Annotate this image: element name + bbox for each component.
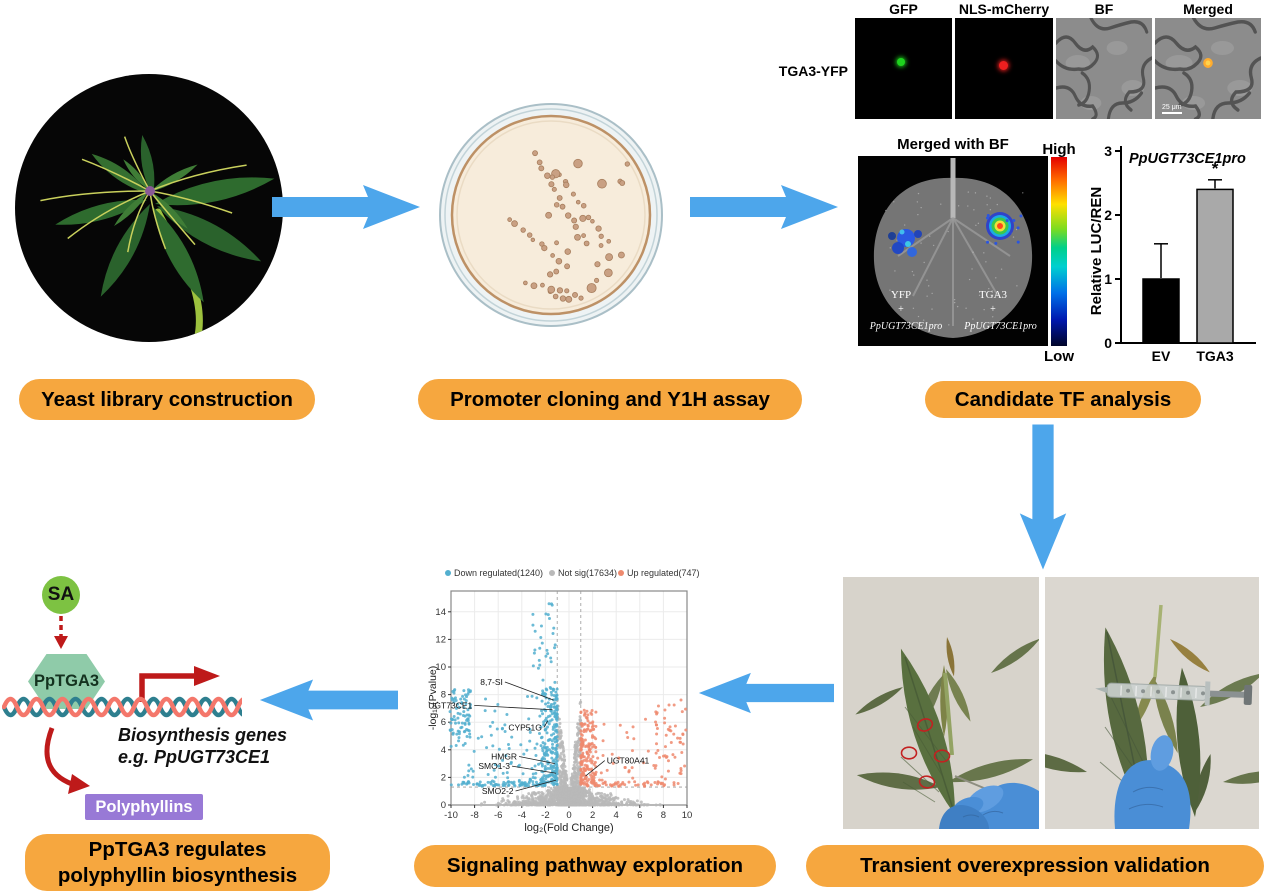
panel-title-nls-mcherry: NLS-mCherry [958, 1, 1050, 17]
merged-cell-texture [1155, 18, 1261, 119]
volcano-plot: -10 -8 -6 -4 -2 0 2 4 6 8 10 0 2 4 6 8 10 12 14 log₂(Fold C… [428, 568, 700, 834]
gfp-panel [855, 18, 952, 119]
svg-text:Down regulated(1240): Down regulated(1240) [454, 568, 543, 578]
construct-left-name: YFP [890, 289, 912, 301]
stage-label-promoter-y1h: Promoter cloning and Y1H assay [418, 379, 802, 420]
biosynthesis-genes-text: Biosynthesis genes e.g. PpUGT73CE1 [118, 725, 288, 767]
plant-illustration [40, 134, 275, 342]
colorbar-high-label: High [1042, 141, 1076, 158]
microscopy-row-label: TGA3-YFP [778, 63, 848, 79]
svg-text:SMO2-2: SMO2-2 [482, 786, 514, 796]
svg-text:-10: -10 [444, 810, 458, 821]
stage-label-signaling: Signaling pathway exploration [414, 845, 776, 887]
stage-label-candidate-tf: Candidate TF analysis [925, 381, 1201, 418]
svg-text:SMO1-3: SMO1-3 [478, 761, 510, 771]
yeast-plate-illustration [439, 103, 663, 327]
svg-text:0: 0 [1104, 335, 1112, 351]
paris-polyphylla-photo [15, 74, 283, 342]
leaf-luminescence [858, 156, 1048, 346]
svg-text:8,7-SI: 8,7-SI [480, 677, 503, 687]
stage-label-transient: Transient overexpression validation [806, 845, 1264, 887]
infiltration-photo-right [1045, 577, 1259, 829]
svg-text:6: 6 [637, 810, 642, 821]
svg-text:log₂(Fold Change): log₂(Fold Change) [524, 822, 613, 834]
svg-text:UGT80A41: UGT80A41 [607, 756, 650, 766]
svg-text:CYP51G: CYP51G [508, 722, 542, 732]
flow-arrow-left-1 [698, 672, 834, 714]
stage-label-yeast-library: Yeast library construction [19, 379, 315, 420]
stage-label-regulation: PpTGA3 regulates polyphyllin biosynthesi… [25, 834, 330, 891]
construct-right-plus: + [990, 304, 996, 315]
luciferase-leaf-image: YFP + PpUGT73CE1pro TGA3 + PpUGT73CE1pro [858, 156, 1048, 346]
transcription-arrow [139, 666, 220, 702]
svg-text:4: 4 [614, 810, 619, 821]
svg-text:-8: -8 [470, 810, 478, 821]
svg-text:10: 10 [682, 810, 693, 821]
svg-text:1: 1 [1104, 271, 1112, 287]
construct-left-promoter: PpUGT73CE1pro [869, 321, 943, 332]
panel-title-merged: Merged [1183, 1, 1233, 17]
svg-text:-6: -6 [494, 810, 502, 821]
dna-helix [2, 696, 242, 718]
nls-mcherry-panel [955, 18, 1053, 119]
regulation-curved-arrow [44, 727, 90, 794]
infiltration-photo-left [843, 577, 1039, 829]
svg-text:8: 8 [661, 810, 666, 821]
flow-arrow-right-1 [272, 185, 420, 229]
svg-text:-4: -4 [518, 810, 526, 821]
panel-title-gfp: GFP [889, 1, 918, 17]
svg-text:PpUGT73CE1pro: PpUGT73CE1pro [1129, 151, 1246, 167]
svg-text:10: 10 [435, 662, 446, 673]
svg-text:8: 8 [441, 690, 446, 701]
polyphyllins-product-box: Polyphyllins [85, 794, 203, 820]
svg-text:EV: EV [1152, 348, 1171, 364]
svg-text:4: 4 [441, 745, 446, 756]
panel-title-bf: BF [1094, 1, 1114, 17]
svg-text:14: 14 [435, 607, 446, 618]
svg-text:3: 3 [1104, 143, 1112, 159]
gfp-nuclear-signal [897, 58, 905, 66]
bf-panel [1056, 18, 1152, 119]
flow-arrow-right-2 [690, 185, 838, 229]
svg-text:Up regulated(747): Up regulated(747) [627, 568, 700, 578]
flow-arrow-down [1019, 424, 1067, 570]
sa-dashed-arrow [54, 616, 68, 649]
svg-text:-log₁₀(Pvalue): -log₁₀(Pvalue) [428, 666, 439, 731]
flow-arrow-left-2 [259, 679, 398, 721]
bf-cell-texture [1056, 18, 1152, 119]
svg-text:Not sig(17634): Not sig(17634) [558, 568, 617, 578]
svg-text:0: 0 [441, 800, 446, 811]
merged-panel: 25 μm [1155, 18, 1261, 119]
svg-text:UGT73CE1: UGT73CE1 [428, 700, 472, 710]
merged-with-bf-title: Merged with BF [897, 136, 1009, 153]
svg-text:TGA3: TGA3 [1196, 348, 1234, 364]
construct-left-plus: + [898, 304, 904, 315]
svg-text:2: 2 [441, 772, 446, 783]
sa-hormone-node: SA [42, 576, 80, 614]
luminescence-colorbar [1051, 157, 1067, 346]
svg-text:0: 0 [566, 810, 571, 821]
svg-text:2: 2 [590, 810, 595, 821]
construct-right-name: TGA3 [978, 289, 1008, 301]
svg-text:*: * [1212, 159, 1219, 178]
mcherry-nuclear-signal [999, 61, 1008, 70]
svg-text:12: 12 [435, 634, 446, 645]
svg-text:2: 2 [1104, 207, 1112, 223]
luc-ren-bar-chart: 0 1 2 3 EV TGA3 *PpUGT73CE1pro Relative LUC/REN [1091, 143, 1256, 364]
svg-text:6: 6 [441, 717, 446, 728]
scale-bar: 25 μm [1162, 104, 1182, 114]
svg-text:-2: -2 [541, 810, 549, 821]
colorbar-low-label: Low [1044, 348, 1074, 365]
construct-right-promoter: PpUGT73CE1pro [964, 321, 1037, 332]
svg-text:Relative LUC/REN: Relative LUC/REN [1091, 187, 1105, 315]
svg-text:HMGR: HMGR [491, 751, 517, 761]
